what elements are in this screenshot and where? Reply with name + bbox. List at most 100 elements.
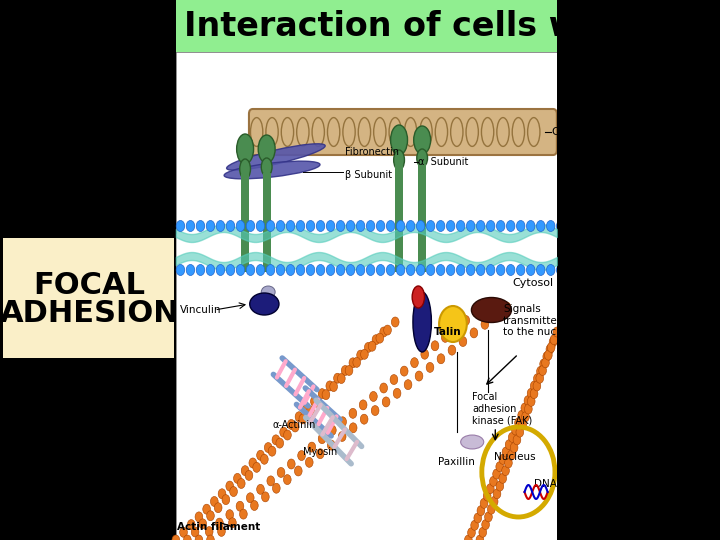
Ellipse shape bbox=[536, 265, 545, 275]
Ellipse shape bbox=[516, 427, 523, 437]
Ellipse shape bbox=[448, 345, 456, 355]
Ellipse shape bbox=[426, 362, 434, 373]
Ellipse shape bbox=[384, 325, 392, 335]
Ellipse shape bbox=[236, 265, 245, 275]
Ellipse shape bbox=[187, 519, 195, 530]
Ellipse shape bbox=[372, 406, 379, 416]
Ellipse shape bbox=[256, 484, 264, 494]
Ellipse shape bbox=[472, 307, 480, 317]
Text: α  Subunit: α Subunit bbox=[418, 157, 469, 167]
Ellipse shape bbox=[359, 400, 367, 410]
Ellipse shape bbox=[287, 265, 294, 275]
Ellipse shape bbox=[336, 220, 345, 232]
Ellipse shape bbox=[256, 450, 264, 460]
Ellipse shape bbox=[464, 535, 472, 540]
Ellipse shape bbox=[499, 454, 507, 464]
Ellipse shape bbox=[536, 220, 545, 232]
Ellipse shape bbox=[546, 220, 555, 232]
Ellipse shape bbox=[436, 265, 445, 275]
Ellipse shape bbox=[481, 319, 489, 329]
Ellipse shape bbox=[224, 161, 320, 179]
Ellipse shape bbox=[492, 310, 500, 321]
Bar bbox=[3, 238, 174, 358]
Ellipse shape bbox=[318, 389, 326, 399]
Ellipse shape bbox=[414, 126, 431, 154]
Ellipse shape bbox=[390, 375, 397, 384]
Text: Fibronectin: Fibronectin bbox=[345, 147, 399, 157]
Ellipse shape bbox=[228, 518, 236, 528]
Ellipse shape bbox=[499, 474, 507, 483]
Ellipse shape bbox=[377, 265, 384, 275]
Ellipse shape bbox=[328, 425, 336, 435]
Ellipse shape bbox=[326, 265, 335, 275]
Ellipse shape bbox=[215, 518, 223, 528]
Ellipse shape bbox=[349, 423, 357, 433]
Ellipse shape bbox=[269, 446, 276, 456]
Ellipse shape bbox=[210, 496, 218, 507]
Ellipse shape bbox=[543, 352, 551, 362]
Ellipse shape bbox=[441, 332, 449, 342]
Ellipse shape bbox=[284, 430, 292, 440]
Ellipse shape bbox=[306, 220, 315, 232]
Ellipse shape bbox=[230, 487, 238, 497]
Ellipse shape bbox=[439, 306, 467, 342]
Ellipse shape bbox=[207, 511, 215, 521]
Ellipse shape bbox=[261, 492, 269, 502]
Bar bbox=[241, 174, 249, 272]
Ellipse shape bbox=[390, 125, 408, 155]
Ellipse shape bbox=[524, 404, 532, 414]
Ellipse shape bbox=[511, 425, 519, 435]
Text: Vinculin: Vinculin bbox=[180, 305, 221, 315]
Ellipse shape bbox=[496, 462, 503, 471]
Ellipse shape bbox=[505, 440, 513, 450]
Ellipse shape bbox=[474, 513, 482, 523]
Ellipse shape bbox=[250, 293, 279, 315]
Ellipse shape bbox=[197, 265, 204, 275]
Text: ADHESION: ADHESION bbox=[0, 300, 179, 328]
Ellipse shape bbox=[266, 265, 275, 275]
Ellipse shape bbox=[387, 265, 395, 275]
Ellipse shape bbox=[256, 265, 265, 275]
Ellipse shape bbox=[295, 411, 303, 422]
Text: FOCAL: FOCAL bbox=[33, 272, 145, 300]
Ellipse shape bbox=[526, 265, 535, 275]
Ellipse shape bbox=[482, 519, 490, 530]
Ellipse shape bbox=[237, 134, 253, 164]
Ellipse shape bbox=[470, 328, 478, 338]
Ellipse shape bbox=[397, 265, 405, 275]
Ellipse shape bbox=[326, 220, 335, 232]
Ellipse shape bbox=[241, 465, 249, 476]
Ellipse shape bbox=[322, 390, 330, 400]
Ellipse shape bbox=[258, 135, 275, 163]
Ellipse shape bbox=[426, 265, 435, 275]
Ellipse shape bbox=[240, 159, 251, 179]
Ellipse shape bbox=[496, 481, 504, 491]
Ellipse shape bbox=[338, 431, 346, 441]
Ellipse shape bbox=[421, 349, 428, 359]
Ellipse shape bbox=[372, 335, 380, 345]
Text: Talin: Talin bbox=[433, 327, 462, 337]
Text: Actin filament: Actin filament bbox=[177, 522, 261, 532]
Ellipse shape bbox=[346, 220, 355, 232]
Ellipse shape bbox=[462, 315, 469, 326]
Ellipse shape bbox=[503, 302, 510, 312]
Ellipse shape bbox=[251, 501, 258, 510]
Bar bbox=[418, 164, 426, 272]
Ellipse shape bbox=[540, 359, 547, 369]
Ellipse shape bbox=[546, 265, 555, 275]
Ellipse shape bbox=[506, 220, 515, 232]
Ellipse shape bbox=[547, 342, 555, 353]
Ellipse shape bbox=[392, 317, 399, 327]
Ellipse shape bbox=[510, 443, 518, 453]
Ellipse shape bbox=[544, 350, 552, 360]
Ellipse shape bbox=[446, 265, 455, 275]
Ellipse shape bbox=[416, 220, 425, 232]
Ellipse shape bbox=[515, 417, 523, 428]
Text: Signals
transmitted
to the nucleus: Signals transmitted to the nucleus bbox=[503, 304, 577, 337]
Ellipse shape bbox=[339, 417, 346, 427]
Ellipse shape bbox=[246, 493, 254, 503]
Ellipse shape bbox=[487, 504, 495, 514]
Ellipse shape bbox=[513, 435, 521, 445]
Ellipse shape bbox=[341, 366, 349, 375]
Text: β Subunit: β Subunit bbox=[345, 170, 392, 180]
